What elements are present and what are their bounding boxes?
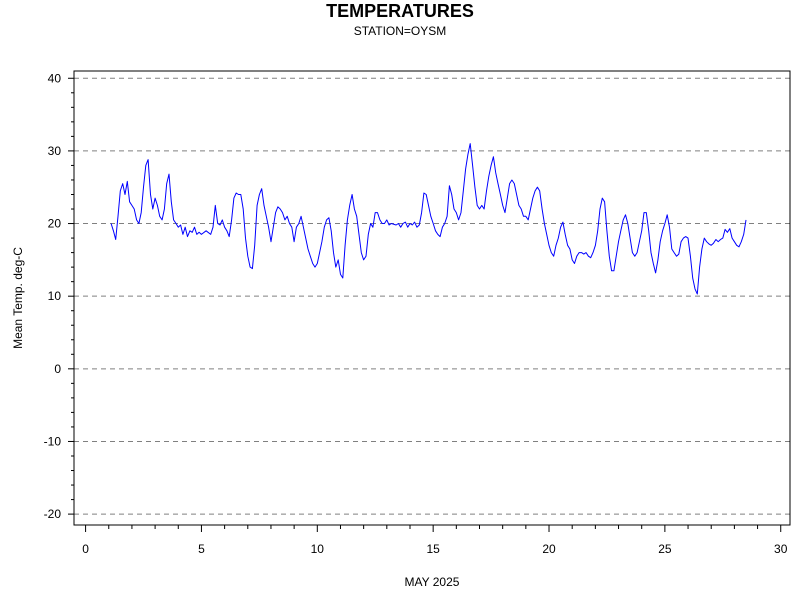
y-axis: -20 -10 0 10 20 30 40 [44,71,74,521]
y-tick-label: -20 [44,507,62,521]
x-tick-label: 25 [658,542,672,556]
x-tick-label: 30 [774,542,788,556]
plot-frame [73,70,791,526]
x-tick-label: 15 [426,542,440,556]
temperature-series-line [110,143,747,295]
chart-title: TEMPERATURES [326,1,474,21]
x-tick-label: 5 [198,542,205,556]
x-axis: 0 5 10 15 20 25 30 [82,525,788,556]
series-group [110,143,747,295]
x-tick-label: 10 [311,542,325,556]
y-tick-label: 20 [48,217,62,231]
y-tick-label: 40 [48,71,62,85]
chart-subtitle: STATION=OYSM [354,24,447,38]
y-tick-label: 30 [48,144,62,158]
x-tick-label: 0 [82,542,89,556]
x-tick-label: 20 [542,542,556,556]
y-axis-label: Mean Temp. deg-C [11,247,25,349]
gridlines [74,77,790,515]
y-tick-label: 0 [54,362,61,376]
y-tick-label: 10 [48,289,62,303]
x-axis-label: MAY 2025 [405,575,460,589]
y-tick-label: -10 [44,434,62,448]
